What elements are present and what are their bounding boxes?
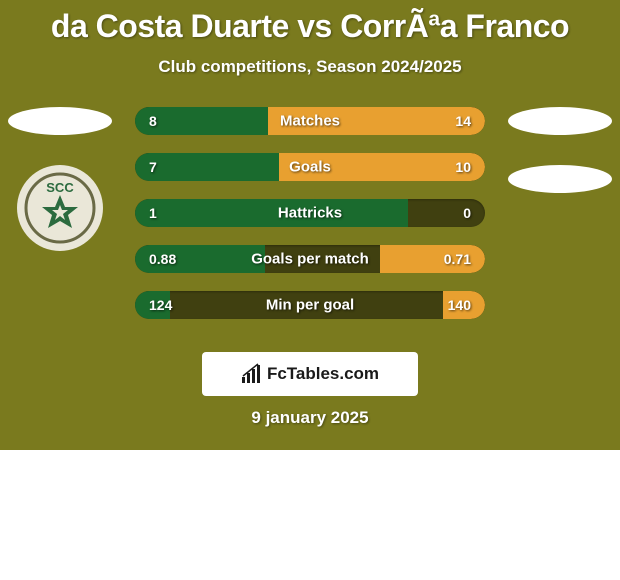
stat-right-value: 140 [448, 297, 471, 313]
date-label: 9 january 2025 [0, 408, 620, 428]
content-row: SCC 814Matches710Goals10Hattricks0.880.7… [0, 107, 620, 327]
svg-text:SCC: SCC [46, 180, 74, 195]
page-subtitle: Club competitions, Season 2024/2025 [0, 57, 620, 77]
page-title: da Costa Duarte vs CorrÃªa Franco [0, 0, 620, 45]
stat-left-value: 124 [149, 297, 172, 313]
stat-bar: 8 14 Matches [135, 107, 485, 135]
stat-label: Matches [280, 113, 340, 130]
stat-bar: 1 0 Hattricks [135, 199, 485, 227]
right-player-column [500, 107, 620, 193]
stat-right-value: 10 [455, 159, 471, 175]
club-badge-icon: SCC [23, 171, 97, 245]
stat-label: Min per goal [266, 297, 354, 314]
left-club-badge: SCC [17, 165, 103, 251]
stat-left-value: 0.88 [149, 251, 176, 267]
brand-text: FcTables.com [267, 364, 379, 384]
stat-label: Hattricks [278, 205, 342, 222]
brand-badge[interactable]: FcTables.com [202, 352, 418, 396]
stat-bar: 7 10 Goals [135, 153, 485, 181]
right-player-ellipse-1 [508, 107, 612, 135]
bar-chart-icon [241, 363, 263, 385]
stat-right-value: 0 [463, 205, 471, 221]
stat-bar: 0.88 0.71 Goals per match [135, 245, 485, 273]
stat-bars: 814Matches710Goals10Hattricks0.880.71Goa… [135, 107, 485, 319]
stat-left-value: 8 [149, 113, 157, 129]
stat-bar: 124 140 Min per goal [135, 291, 485, 319]
stat-label: Goals [289, 159, 331, 176]
stat-left-value: 7 [149, 159, 157, 175]
left-player-ellipse [8, 107, 112, 135]
stat-left-value: 1 [149, 205, 157, 221]
stat-label: Goals per match [251, 251, 369, 268]
stat-right-value: 0.71 [444, 251, 471, 267]
left-player-column: SCC [0, 107, 120, 251]
stats-card: da Costa Duarte vs CorrÃªa Franco Club c… [0, 0, 620, 450]
right-player-ellipse-2 [508, 165, 612, 193]
stat-right-value: 14 [455, 113, 471, 129]
stat-bar-left-fill [135, 199, 408, 227]
